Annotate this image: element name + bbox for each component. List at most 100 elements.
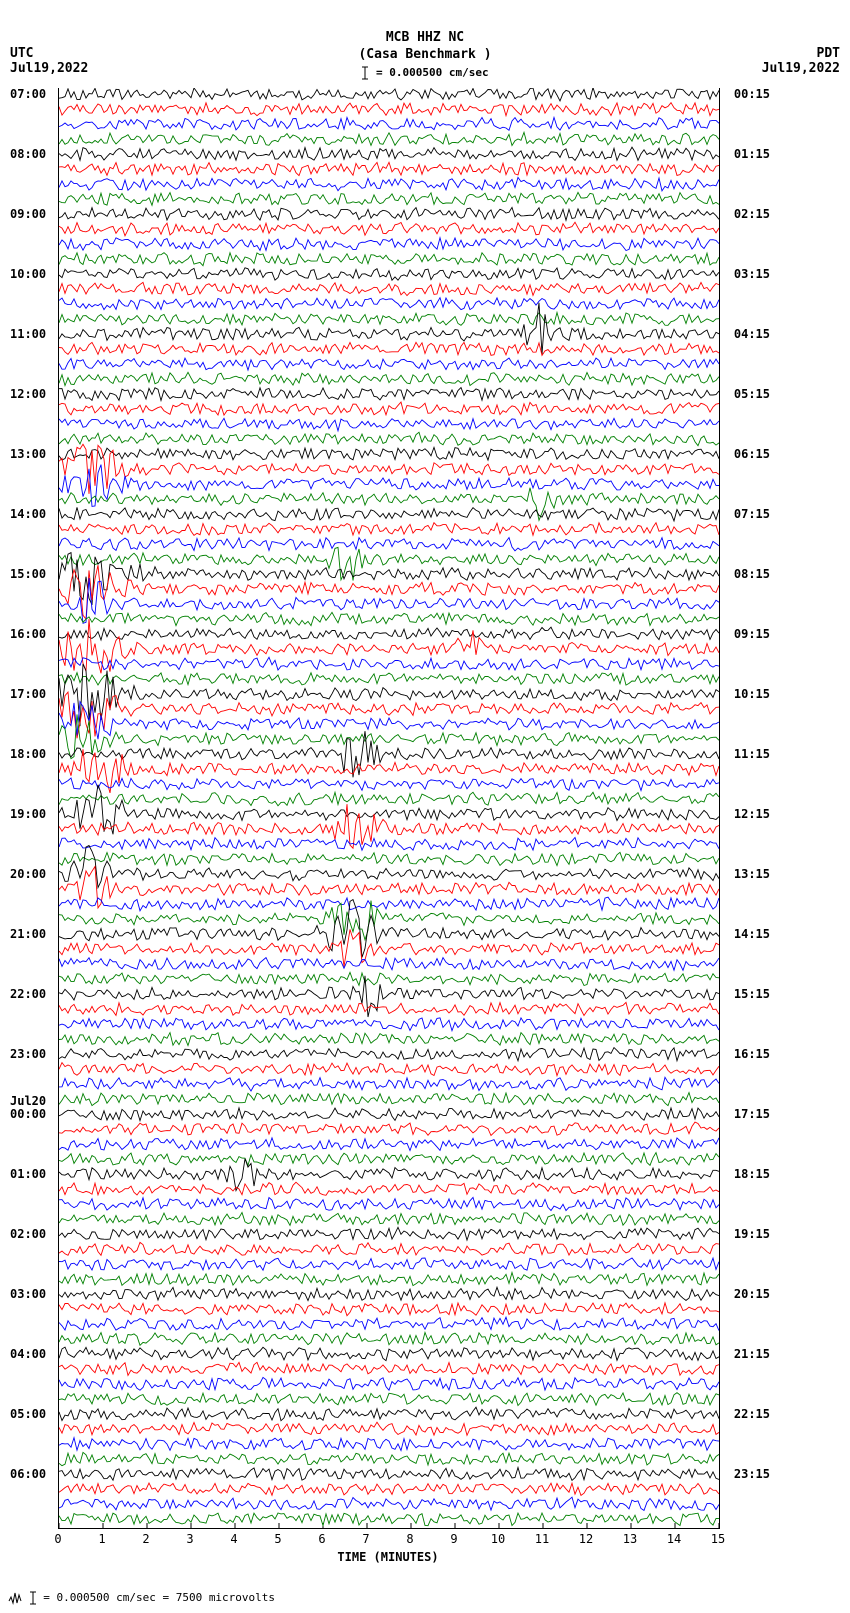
trace <box>59 1438 719 1451</box>
trace <box>59 731 719 777</box>
y-tick-left: 23:00 <box>10 1047 46 1061</box>
footer-scale-icon <box>8 1591 22 1605</box>
trace <box>59 958 719 971</box>
trace <box>59 432 719 445</box>
trace <box>59 785 719 835</box>
trace <box>59 1347 719 1361</box>
x-tick: 6 <box>318 1532 325 1546</box>
y-tick-right: 17:15 <box>734 1107 770 1121</box>
tz-right: PDT Jul19,2022 <box>762 46 840 76</box>
x-tick: 7 <box>362 1532 369 1546</box>
tz-right-label: PDT <box>762 46 840 61</box>
y-tick-left: 03:00 <box>10 1287 46 1301</box>
trace <box>59 929 719 966</box>
x-tick: 9 <box>450 1532 457 1546</box>
header: MCB HHZ NC (Casa Benchmark ) = 0.000500 … <box>0 0 850 80</box>
trace <box>59 1182 719 1195</box>
trace <box>59 1513 719 1526</box>
y-tick-right: 10:15 <box>734 687 770 701</box>
y-tick-right: 04:15 <box>734 327 770 341</box>
tz-left-label: UTC <box>10 46 88 61</box>
trace <box>59 177 719 191</box>
y-tick-left: 05:00 <box>10 1407 46 1421</box>
trace <box>59 1018 719 1031</box>
trace <box>59 1108 719 1121</box>
footer-bar-icon <box>29 1591 37 1605</box>
trace <box>59 342 719 355</box>
trace <box>59 657 719 670</box>
trace <box>59 282 719 295</box>
x-tick: 3 <box>186 1532 193 1546</box>
y-tick-left: 20:00 <box>10 867 46 881</box>
trace <box>59 852 719 865</box>
y-tick-right: 07:15 <box>734 507 770 521</box>
y-tick-left: 16:00 <box>10 627 46 641</box>
trace <box>59 313 719 326</box>
trace <box>59 192 719 205</box>
y-tick-left: 18:00 <box>10 747 46 761</box>
trace <box>59 1317 719 1330</box>
trace <box>59 1468 719 1481</box>
y-tick-right: 15:15 <box>734 987 770 1001</box>
tz-left: UTC Jul19,2022 <box>10 46 88 76</box>
x-tick: 15 <box>711 1532 725 1546</box>
y-tick-left: 11:00 <box>10 327 46 341</box>
trace <box>59 1422 719 1435</box>
tz-right-date: Jul19,2022 <box>762 61 840 76</box>
y-tick-right: 00:15 <box>734 87 770 101</box>
y-tick-right: 14:15 <box>734 927 770 941</box>
trace <box>59 1393 719 1406</box>
trace <box>59 253 719 266</box>
y-tick-right: 18:15 <box>734 1167 770 1181</box>
trace <box>59 1242 719 1255</box>
trace <box>59 972 719 985</box>
trace <box>59 1093 719 1106</box>
y-tick-left: 22:00 <box>10 987 46 1001</box>
y-tick-right: 22:15 <box>734 1407 770 1421</box>
y-tick-right: 05:15 <box>734 387 770 401</box>
trace <box>59 804 719 848</box>
trace <box>59 298 719 310</box>
y-tick-right: 20:15 <box>734 1287 770 1301</box>
y-tick-right: 08:15 <box>734 567 770 581</box>
trace <box>59 673 719 685</box>
helicorder-svg <box>59 88 719 1528</box>
y-tick-right: 09:15 <box>734 627 770 641</box>
trace <box>59 976 719 1017</box>
trace <box>59 207 719 220</box>
x-axis-label: TIME (MINUTES) <box>58 1550 718 1564</box>
station-title: MCB HHZ NC <box>0 30 850 45</box>
x-tick: 5 <box>274 1532 281 1546</box>
trace <box>59 619 719 673</box>
station-subtitle: (Casa Benchmark ) <box>0 47 850 62</box>
trace <box>59 402 719 415</box>
trace <box>59 1077 719 1091</box>
y-tick-left: 17:00 <box>10 687 46 701</box>
trace <box>59 1273 719 1286</box>
y-tick-left: 21:00 <box>10 927 46 941</box>
y-tick-left: 09:00 <box>10 207 46 221</box>
y-tick-right: 06:15 <box>734 447 770 461</box>
x-tick: 8 <box>406 1532 413 1546</box>
y-tick-right: 01:15 <box>734 147 770 161</box>
trace <box>59 1483 719 1495</box>
y-tick-left: 19:00 <box>10 807 46 821</box>
trace <box>59 1063 719 1076</box>
trace <box>59 749 719 793</box>
trace <box>59 117 719 130</box>
y-tick-right: 03:15 <box>734 267 770 281</box>
helicorder-container: MCB HHZ NC (Casa Benchmark ) = 0.000500 … <box>0 0 850 1613</box>
x-tick: 2 <box>142 1532 149 1546</box>
trace <box>59 612 719 625</box>
trace <box>59 1159 719 1191</box>
trace <box>59 447 719 460</box>
y-tick-right: 12:15 <box>734 807 770 821</box>
footer: = 0.000500 cm/sec = 7500 microvolts <box>8 1591 275 1605</box>
trace <box>59 1287 719 1300</box>
trace <box>59 1138 719 1151</box>
trace <box>59 1048 719 1061</box>
trace <box>59 147 719 160</box>
y-tick-right: 13:15 <box>734 867 770 881</box>
trace <box>59 88 719 101</box>
trace <box>59 1153 719 1166</box>
